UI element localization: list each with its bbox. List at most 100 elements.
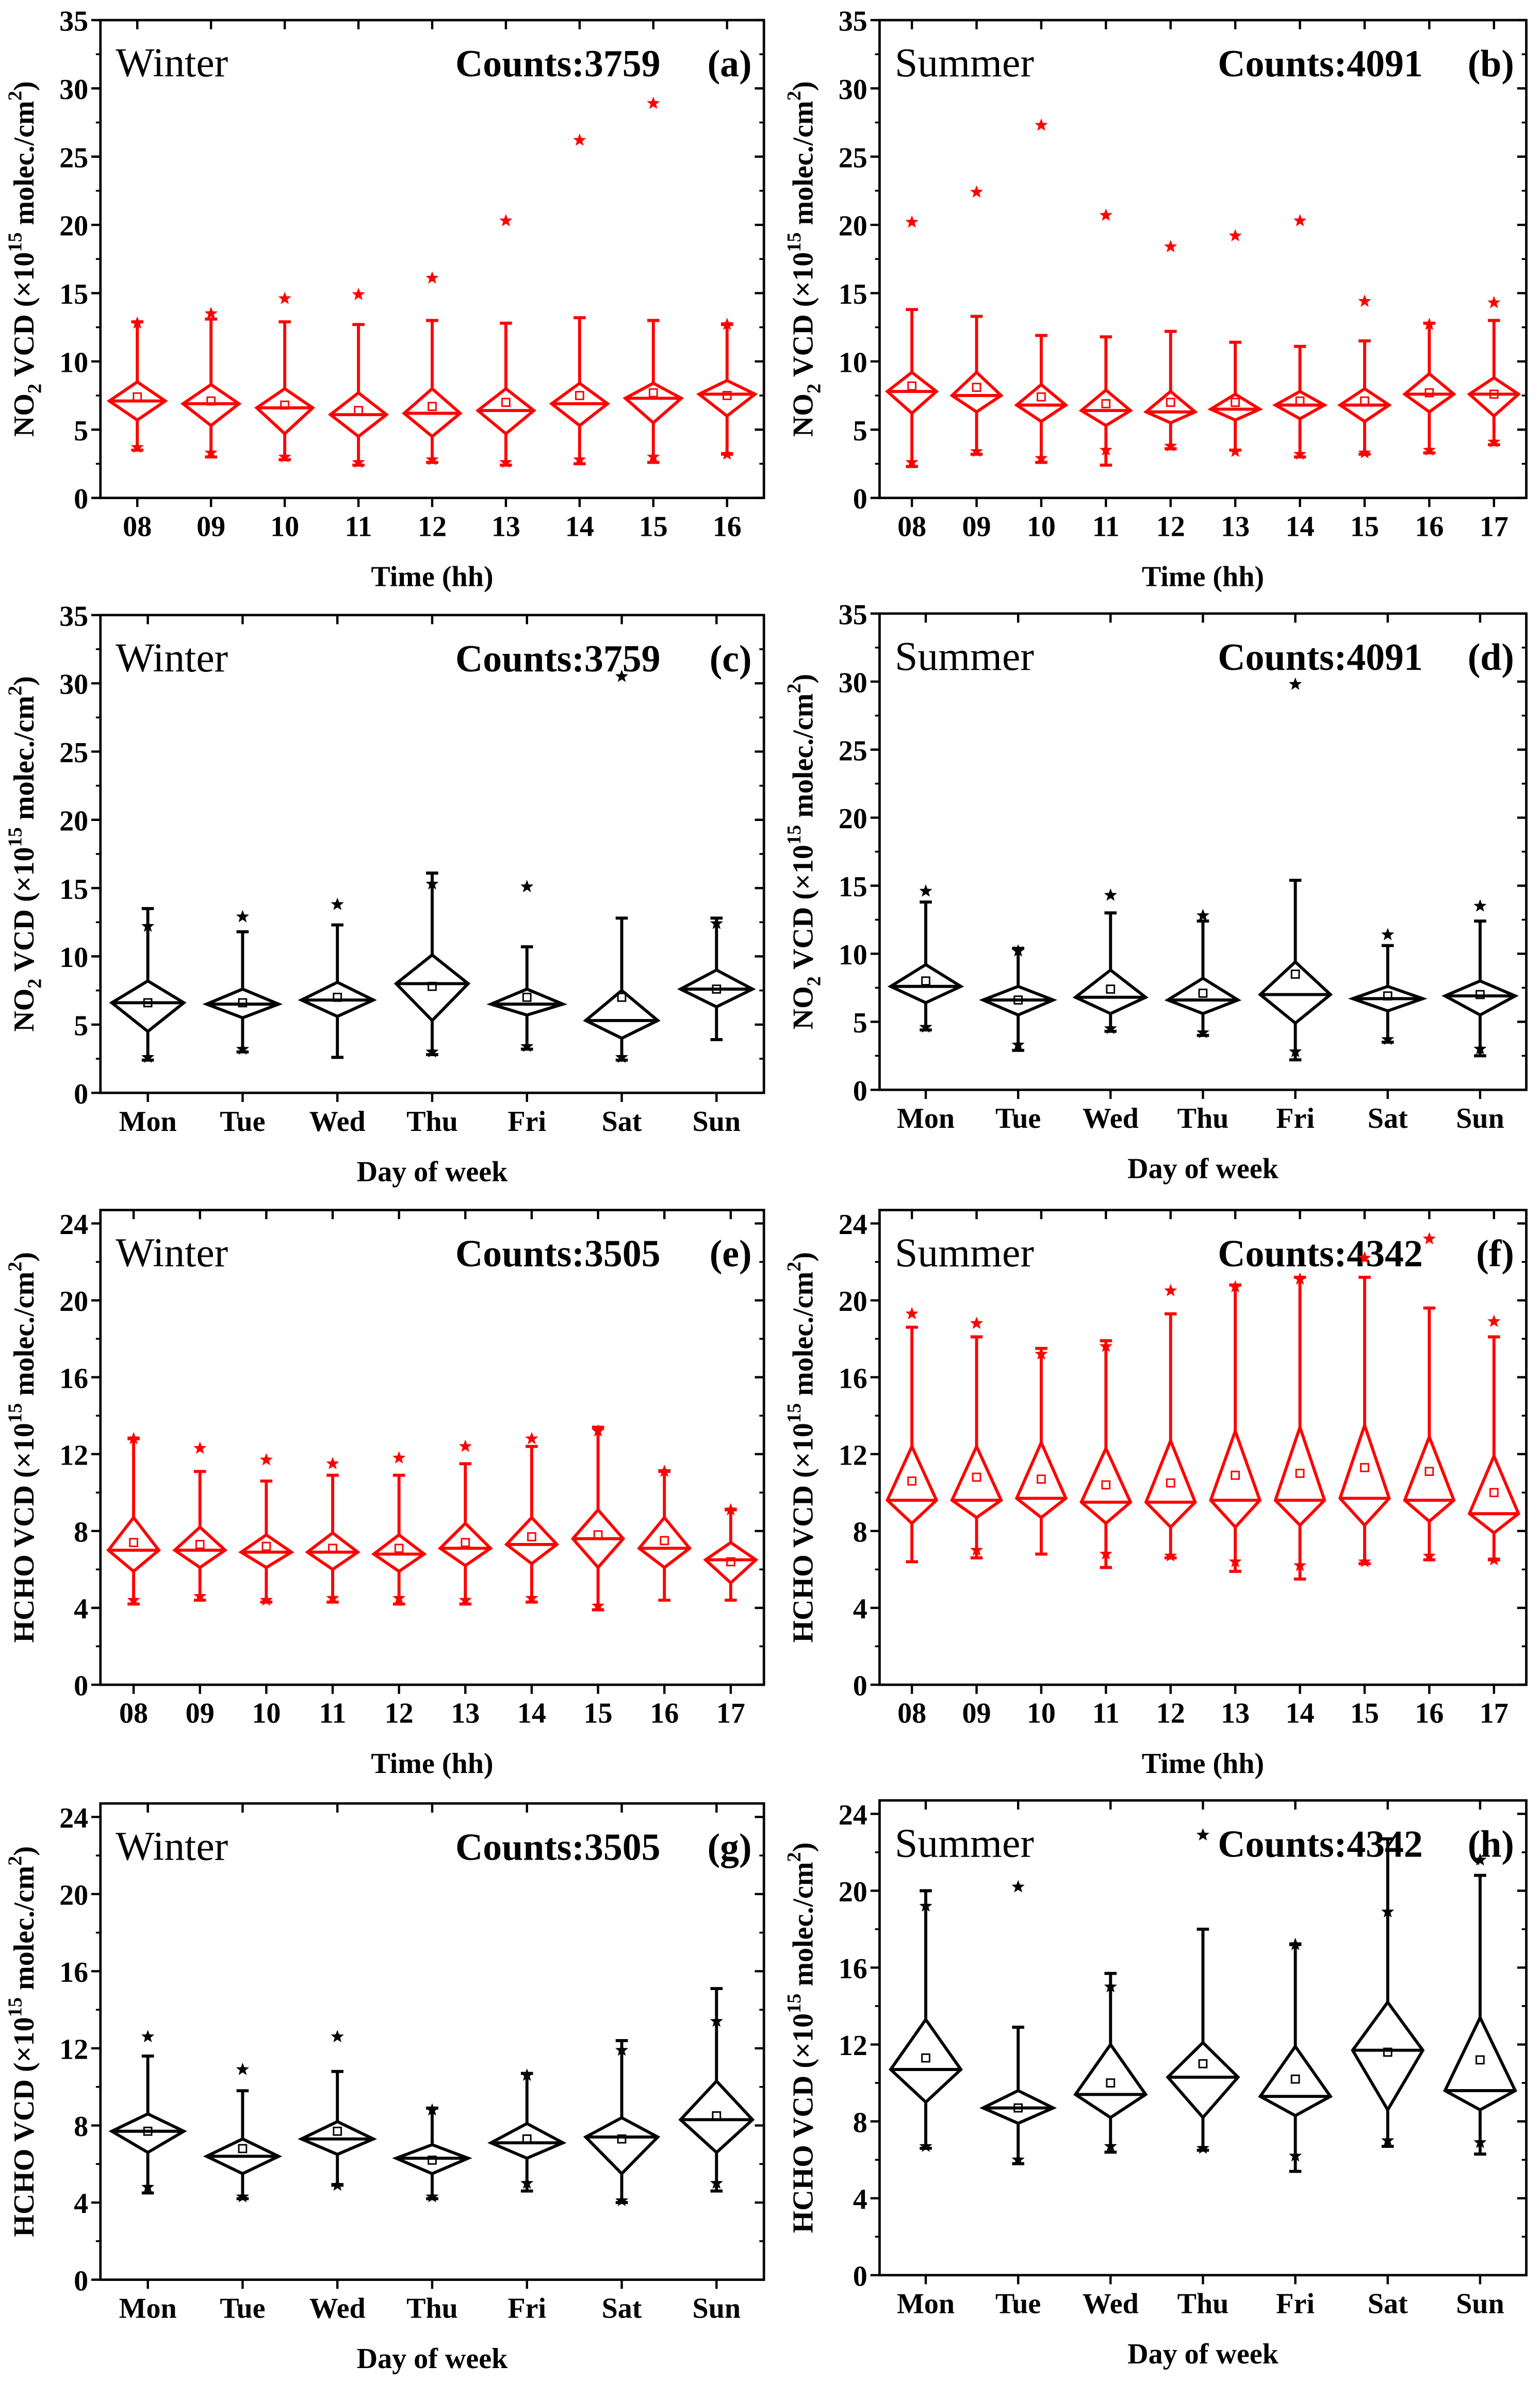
x-tick-label: Sat [1368,2288,1408,2320]
outlier-star-icon [1358,294,1371,307]
y-tick-label: 5 [853,1007,867,1039]
diamond-box [950,1442,1003,1520]
y-axis-label: NO2 VCD (×1015 molec./cm2) [783,81,825,437]
diamond-box [1073,2042,1148,2120]
diamond-box [637,1515,692,1570]
mean-marker [1360,396,1369,406]
y-tick-label: 20 [839,1876,867,1908]
x-tick-label: Fri [1276,2288,1315,2320]
mean-marker [133,392,142,402]
y-tick-label: 35 [59,600,88,632]
y-tick-label: 8 [74,1516,88,1548]
outlier-star-icon [1422,443,1436,456]
plot-frame [99,19,765,499]
outlier-star-icon [720,447,734,460]
y-tick-label: 5 [74,415,88,447]
y-axis-label-part: molec./cm [788,1272,820,1403]
box-Mon [889,1889,963,2152]
y-tick-label: 25 [59,142,88,174]
y-tick-label: 30 [839,667,867,699]
y-axis-label-part: 2 [783,1261,805,1271]
diamond-box [885,1442,939,1525]
box-Thu [1164,909,1242,1039]
mean-marker [143,998,153,1008]
y-axis-label-part: molec./cm [8,1272,40,1403]
box-Fri [487,2068,567,2193]
outlier-star-icon [1293,447,1307,460]
mean-marker [1101,1480,1111,1490]
outlier-star-icon [1035,1347,1048,1360]
x-tick-label: 09 [962,511,991,543]
x-tick-label: 14 [1286,511,1315,543]
diamond-box [696,379,758,418]
x-tick-label: 15 [1350,1698,1379,1730]
x-tick-label: 14 [517,1698,546,1730]
box-Thu [1166,1828,1240,2154]
diamond-box [202,987,283,1020]
box-09 [180,306,242,459]
y-tick-label: 12 [839,1439,867,1471]
x-axis-label: Time (hh) [1142,561,1264,593]
mean-marker [428,402,437,412]
y-axis-label-part: HCHO VCD (×10 [8,2017,40,2237]
y-tick-label: 25 [839,142,867,174]
y-tick-label: 0 [853,2260,867,2292]
outlier-star-icon [1293,1272,1307,1285]
outlier-star-icon [193,1589,207,1602]
outlier-star-icon [204,306,218,319]
x-tick-label: 11 [1092,1698,1120,1730]
x-tick-label: Wed [1083,2288,1139,2320]
y-axis-label-part: NO [788,986,820,1029]
diamond-box [1273,1422,1326,1527]
y-axis-label-part: HCHO VCD (×10 [788,2013,820,2233]
box-Fri [1258,677,1333,1062]
outlier-star-icon [647,96,660,109]
diamond-box [979,2089,1057,2125]
x-tick-label: Sun [693,2292,741,2324]
box-15 [622,96,684,464]
y-axis-label-part: ) [788,81,820,91]
diamond-box [475,386,536,436]
y-axis-label-part: molec./cm [8,696,40,827]
season-label: Winter [116,635,228,681]
mean-marker [1295,396,1305,406]
outlier-star-icon [204,446,218,458]
x-tick-label: Tue [995,1103,1041,1135]
x-axis-label: Day of week [1127,2338,1279,2370]
x-axis-label: Time (hh) [371,561,493,593]
y-tick-label: 24 [59,1802,88,1834]
mean-marker [354,406,363,415]
x-tick-label: 09 [962,1698,991,1730]
y-tick-label: 35 [59,6,88,38]
outlier-star-icon [1035,451,1048,464]
x-tick-label: Fri [507,2292,546,2324]
mean-marker [1476,2055,1485,2065]
box-Tue [202,910,283,1055]
y-axis-label-part: 2 [4,91,26,101]
outlier-star-icon [1487,295,1501,308]
outlier-star-icon [1422,318,1436,331]
box-11 [1079,1339,1133,1569]
x-tick-label: 08 [897,1698,926,1730]
outlier-star-icon [141,919,155,932]
x-tick-label: 12 [418,511,447,543]
outlier-star-icon [1104,888,1117,901]
mean-marker [522,993,532,1002]
x-tick-label: 15 [1350,511,1379,543]
outlier-star-icon [499,213,513,226]
y-axis-label-part: ) [788,674,820,684]
diamond-box [1337,387,1392,423]
mean-marker [1166,398,1175,407]
y-tick-label: 30 [59,669,88,701]
outlier-star-icon [1196,909,1210,922]
diamond-box [298,2120,378,2156]
diamond-box [1338,1420,1391,1527]
box-Sat [583,2039,661,2207]
y-axis-label-part: ) [8,81,40,91]
y-axis-label-part: molec./cm [788,693,820,825]
x-tick-label: Thu [1177,1103,1229,1135]
outlier-star-icon [1381,928,1395,941]
x-tick-label: Sun [693,1106,741,1138]
